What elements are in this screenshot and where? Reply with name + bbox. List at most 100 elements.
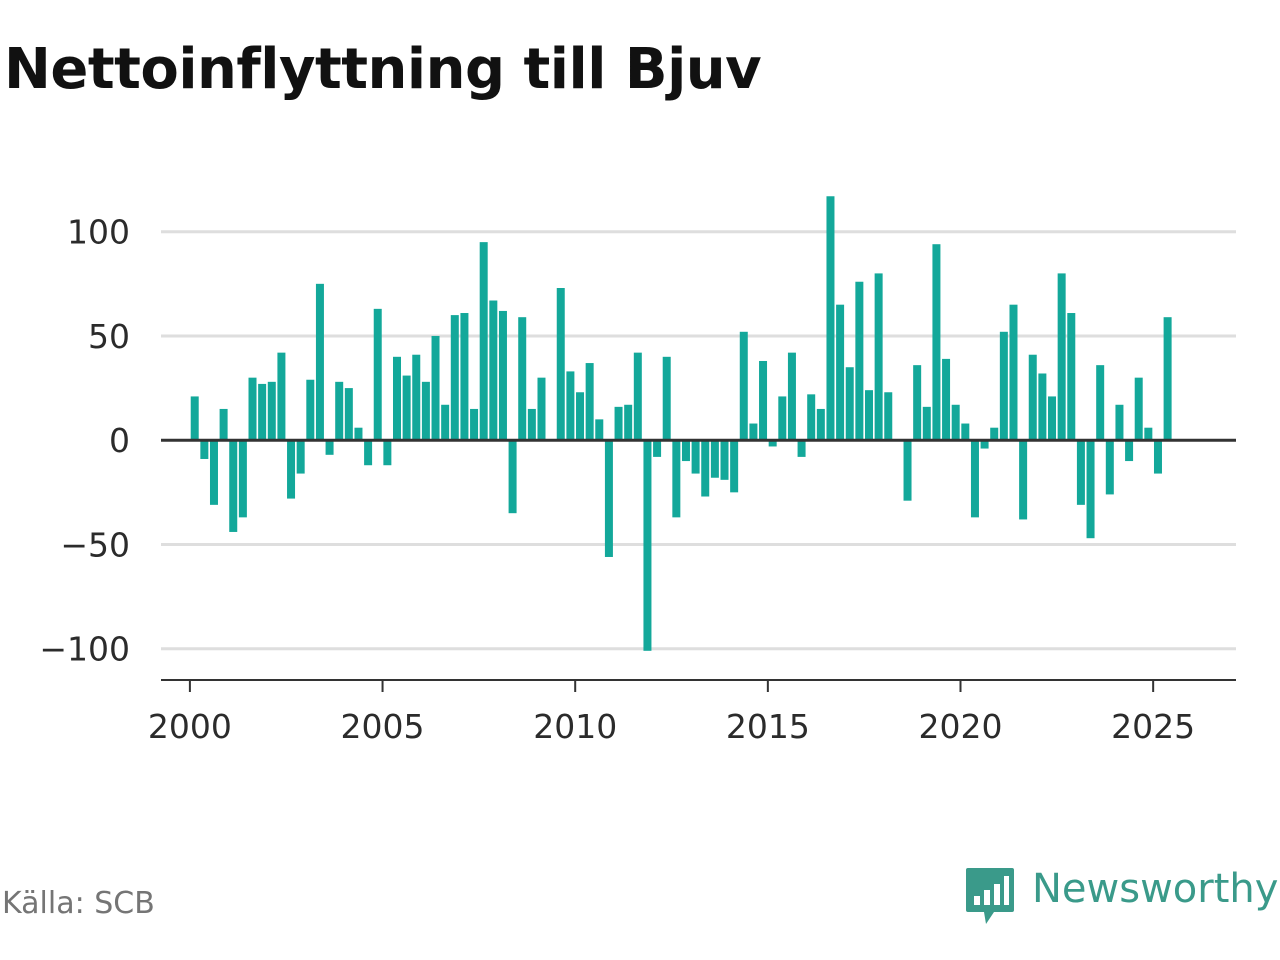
bar [768, 440, 777, 447]
bar [759, 360, 768, 441]
bar [1144, 427, 1153, 441]
bar [296, 440, 305, 474]
bar [537, 377, 546, 441]
source-note: Källa: SCB [2, 886, 155, 921]
bar [470, 408, 479, 441]
bar [884, 392, 893, 441]
bar [778, 396, 787, 441]
bar [200, 440, 209, 459]
bar [614, 406, 623, 441]
bar [845, 367, 854, 441]
newsworthy-logo-icon [966, 868, 1014, 924]
x-tick-label: 2015 [726, 707, 810, 746]
bar [412, 354, 421, 441]
bar [190, 396, 199, 441]
bar [720, 440, 729, 480]
brand-name: Newsworthy [1032, 866, 1279, 912]
bar [604, 440, 613, 557]
bar [874, 273, 883, 441]
bar [922, 406, 931, 441]
bar [556, 288, 565, 441]
bar [749, 423, 758, 441]
bar [1105, 440, 1114, 495]
bar [730, 440, 739, 493]
bar [576, 392, 585, 441]
bar [797, 440, 806, 457]
bar [325, 440, 334, 455]
bar [855, 281, 864, 441]
bar [248, 377, 257, 441]
bar [903, 440, 912, 501]
bar [1163, 317, 1172, 441]
bar [691, 440, 700, 474]
bar [209, 440, 218, 505]
bar [990, 427, 999, 441]
bar [951, 404, 960, 441]
bar [238, 440, 247, 518]
bar [1115, 404, 1124, 441]
bar [1048, 396, 1057, 441]
bar [344, 388, 353, 441]
bar [672, 440, 681, 518]
y-tick-label: 100 [67, 213, 130, 252]
chart-title: Nettoinflyttning till Bjuv [4, 37, 762, 102]
bar [460, 313, 469, 441]
bar [258, 383, 267, 441]
bar [865, 390, 873, 441]
bar [1076, 440, 1085, 505]
bar [595, 419, 604, 441]
bar [1096, 365, 1105, 441]
bar [1153, 440, 1162, 474]
bar [277, 352, 286, 441]
bar [787, 352, 796, 441]
bar [373, 308, 382, 441]
bar [441, 404, 450, 441]
bar [527, 408, 536, 441]
bar [932, 244, 941, 441]
x-tick-label: 2000 [148, 707, 232, 746]
bar [1009, 304, 1018, 441]
bar [942, 358, 951, 441]
bar [431, 335, 440, 441]
y-tick-label: 50 [88, 317, 130, 356]
bar [1086, 440, 1095, 539]
bar [739, 331, 748, 441]
bar [219, 408, 228, 441]
bar [1057, 273, 1066, 441]
bar [306, 379, 315, 441]
bar [970, 440, 979, 518]
x-tick-label: 2010 [533, 707, 617, 746]
bar [383, 440, 392, 466]
bar [653, 440, 662, 457]
bar [315, 283, 324, 441]
bar [393, 356, 401, 441]
bar [633, 352, 642, 441]
bar [489, 300, 498, 441]
bar [816, 408, 825, 441]
bar [1019, 440, 1028, 520]
bar [354, 427, 363, 441]
bar [643, 440, 652, 651]
bar [518, 317, 527, 441]
bar [364, 440, 373, 466]
bar [836, 304, 845, 441]
bar [1125, 440, 1134, 462]
y-tick-label: 0 [109, 421, 130, 460]
bar [566, 371, 575, 441]
y-tick-label: −100 [39, 630, 130, 669]
bar [701, 440, 710, 497]
bar [585, 363, 594, 441]
bar [624, 404, 633, 441]
x-tick-label: 2025 [1111, 707, 1195, 746]
y-tick-label: −50 [60, 525, 130, 564]
bar [961, 423, 970, 441]
bar [421, 381, 430, 441]
bar [267, 381, 276, 441]
bar [662, 356, 671, 441]
bar [229, 440, 238, 532]
gridlines [161, 230, 1236, 651]
bar [335, 381, 344, 441]
bar [807, 394, 816, 441]
bar [826, 196, 835, 441]
